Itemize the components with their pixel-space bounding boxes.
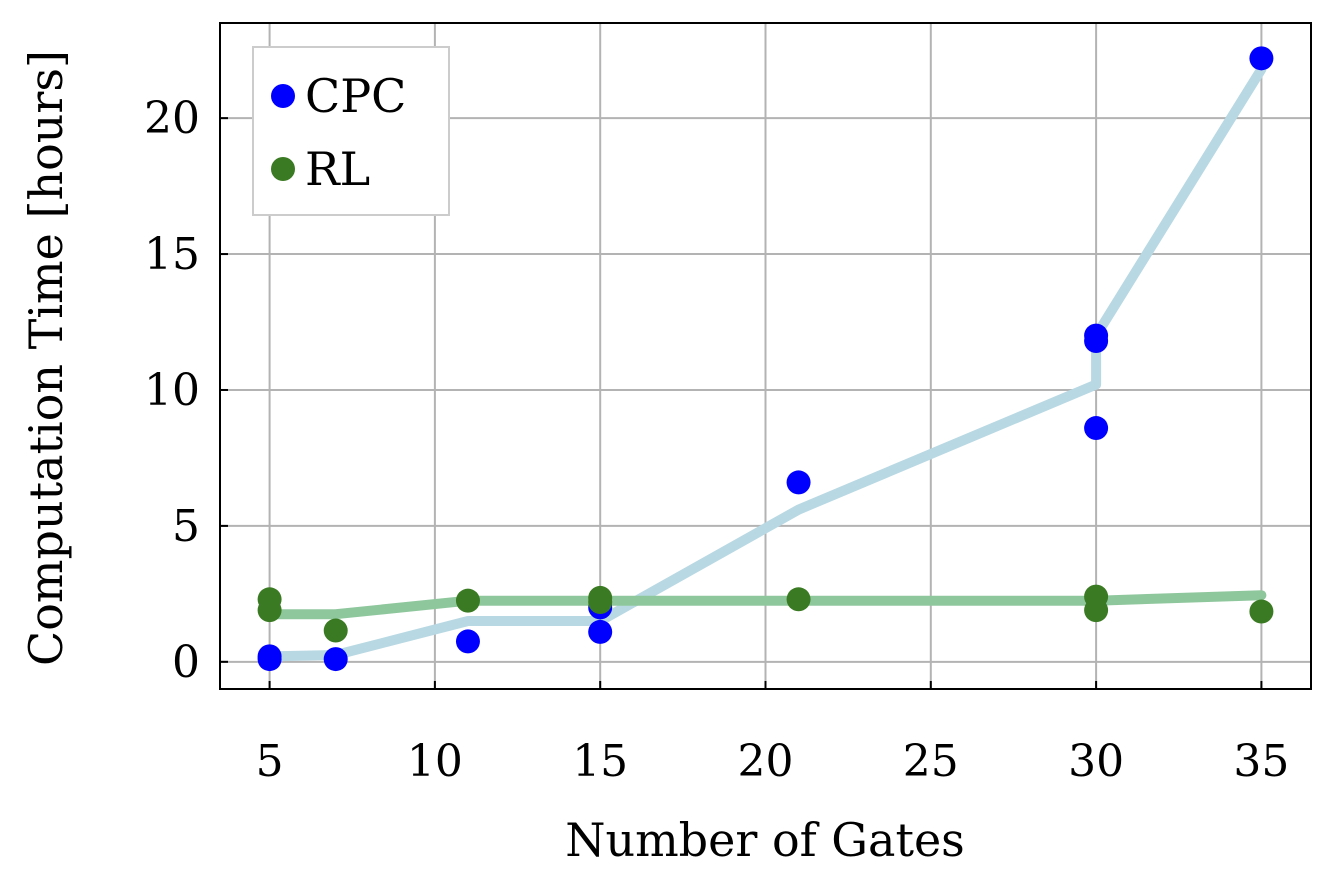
x-axis-ticks: 5 10 15 20 25 30 35: [256, 681, 1289, 787]
data-point-rl: [786, 587, 811, 612]
data-point-rl: [257, 587, 282, 612]
legend: CPC RL: [252, 46, 450, 216]
x-tick-label: 20: [738, 736, 794, 787]
trend-line-rl: [264, 590, 1267, 620]
data-point-rl: [323, 618, 348, 643]
data-point-rl: [588, 585, 613, 610]
data-point-rl: [1084, 584, 1109, 609]
data-point-cpc: [323, 647, 348, 672]
y-tick-label: 15: [144, 229, 200, 280]
x-tick-label: 15: [572, 736, 628, 787]
legend-label-cpc: CPC: [305, 69, 406, 123]
data-point-cpc: [786, 470, 811, 495]
data-point-cpc: [588, 619, 613, 644]
data-point-cpc: [1249, 46, 1274, 71]
data-point-cpc: [1084, 323, 1109, 348]
data-point-rl: [1249, 599, 1274, 624]
data-point-rl: [455, 588, 480, 613]
x-tick-label: 10: [407, 736, 463, 787]
y-axis-title: Computation Time [hours]: [19, 50, 73, 666]
y-tick-label: 20: [144, 93, 200, 144]
x-axis-title: Number of Gates: [565, 813, 965, 867]
legend-marker-rl: [271, 157, 295, 181]
legend-box: [252, 46, 450, 216]
legend-label-rl: RL: [305, 142, 370, 196]
y-axis-ticks: 0 5 10 15 20: [144, 93, 228, 688]
legend-marker-cpc: [271, 84, 295, 108]
y-tick-label: 5: [172, 501, 200, 552]
y-tick-label: 10: [144, 365, 200, 416]
x-tick-label: 25: [903, 736, 959, 787]
y-tick-label: 0: [172, 637, 200, 688]
x-tick-label: 30: [1068, 736, 1124, 787]
x-tick-label: 5: [256, 736, 284, 787]
data-points: [257, 46, 1274, 672]
x-tick-label: 35: [1233, 736, 1289, 787]
data-point-cpc: [455, 629, 480, 654]
data-point-cpc: [1084, 416, 1109, 441]
data-point-cpc: [257, 644, 282, 669]
